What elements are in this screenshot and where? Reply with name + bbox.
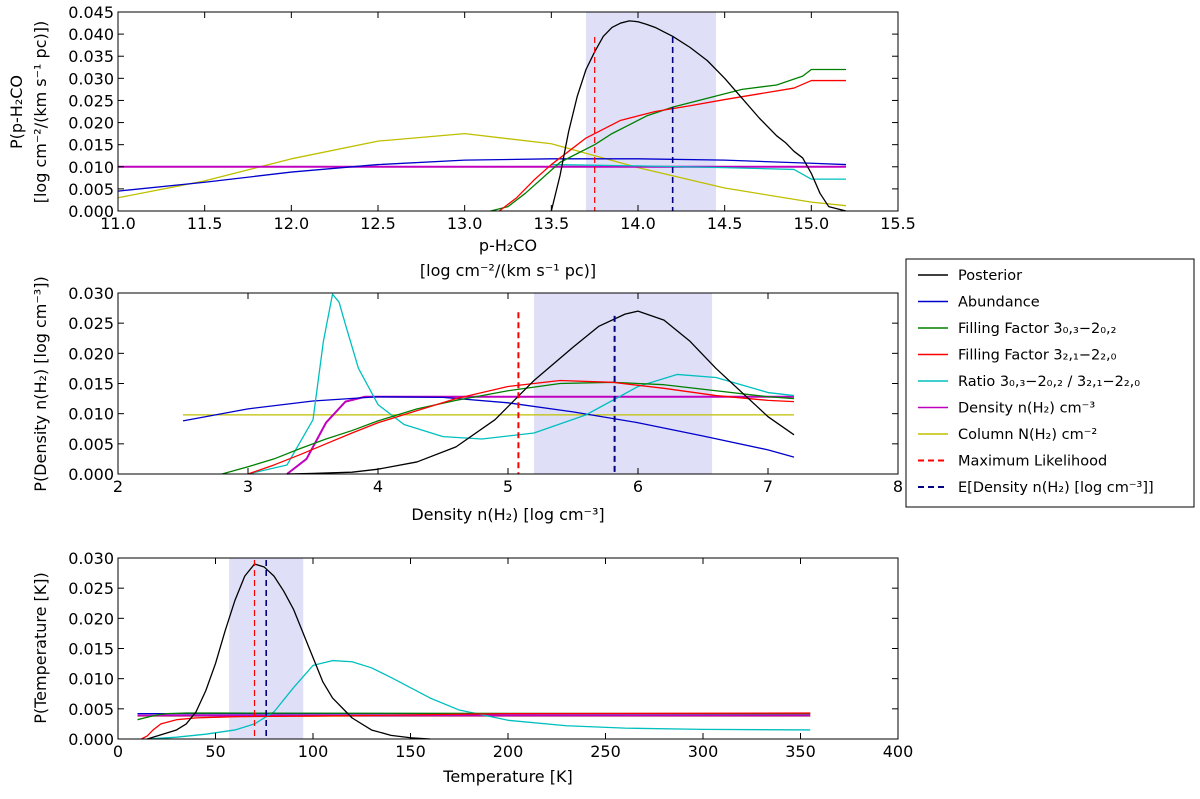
legend-label: Column N(H₂) cm⁻² — [958, 427, 1097, 443]
y-tick-label: 0.005 — [68, 435, 114, 454]
x-tick-label: 4 — [373, 477, 383, 496]
y-tick-label: 0.030 — [68, 69, 114, 88]
x-tick-label: 12.0 — [274, 214, 310, 233]
legend-label: Filling Factor 3₀,₃−2₀,₂ — [958, 321, 1116, 337]
y-tick-label: 0.025 — [68, 579, 114, 598]
legend-label: Maximum Likelihood — [958, 454, 1107, 470]
y-tick-label: 0.010 — [68, 670, 114, 689]
y-tick-label: 0.020 — [68, 114, 114, 133]
temperature-panel: 0 50 100 150 200 250 300 350 400 0.000 0.005 0.010 0… — [31, 549, 913, 786]
x-axis-label: p-H₂CO — [479, 236, 537, 255]
x-tick-label: 3 — [243, 477, 253, 496]
x-tick-label: 13.0 — [447, 214, 483, 233]
series-line-column — [117, 132, 847, 207]
x-tick-label: 15.0 — [794, 214, 830, 233]
x-tick-label: 12.5 — [360, 214, 396, 233]
x-tick-label: 200 — [493, 742, 524, 761]
y-tick-label: 0.010 — [68, 405, 114, 424]
legend: Posterior Abundance Filling Factor 3₀,₃−2₀… — [905, 258, 1195, 508]
x-axis-label-units: [log cm⁻²/(km s⁻¹ pc)] — [420, 261, 596, 280]
y-tick-label: 0.015 — [68, 640, 114, 659]
x-tick-label: 14.5 — [707, 214, 743, 233]
y-tick-label: 0.025 — [68, 91, 114, 110]
series-line-filling-factor-3-0-3-2-0-2 — [490, 68, 846, 212]
legend-label: Posterior — [958, 268, 1022, 284]
x-tick-label: 7 — [763, 477, 773, 496]
y-tick-label: 0.000 — [68, 465, 114, 484]
y-tick-label: 0.040 — [68, 25, 114, 44]
legend-label: Ratio 3₀,₃−2₀,₂ / 3₂,₁−2₂,₀ — [958, 374, 1140, 390]
y-tick-label: 0.020 — [68, 344, 114, 363]
series-line-abundance — [182, 396, 795, 458]
y-tick-label: 0.025 — [68, 314, 114, 333]
series-line-filling-factor-3-2-1-2-2-0 — [141, 712, 811, 740]
y-tick-label: 0.000 — [68, 202, 114, 221]
axes-frame — [117, 292, 899, 475]
y-axis-label: P(p-H₂CO — [7, 75, 26, 149]
x-axis-label: Temperature [K] — [442, 767, 572, 786]
series-line-filling-factor-3-0-3-2-0-2 — [137, 712, 811, 721]
x-tick-label: 14.0 — [620, 214, 656, 233]
y-tick-label: 0.045 — [68, 3, 114, 22]
x-tick-label: 11.0 — [100, 214, 136, 233]
series-line-abundance — [117, 158, 847, 192]
y-tick-label: 0.005 — [68, 700, 114, 719]
credible-interval-shade — [586, 12, 716, 211]
y-axis-label-units: [log cm⁻²/(km s⁻¹ pc)]) — [31, 21, 50, 204]
series-line-filling-factor-3-2-1-2-2-0 — [247, 379, 795, 475]
volume-density-panel: 2 3 4 5 6 7 8 0.000 0.005 0.010 0.015 0.020 0.025 0.0… — [31, 276, 903, 524]
x-tick-label: 150 — [395, 742, 426, 761]
x-tick-label: 6 — [633, 477, 643, 496]
x-tick-label: 100 — [298, 742, 329, 761]
series-line-posterior — [286, 310, 795, 475]
y-tick-label: 0.005 — [68, 180, 114, 199]
x-tick-label: 8 — [893, 477, 903, 496]
x-tick-label: 50 — [205, 742, 225, 761]
y-axis-label: P(Temperature [K]) — [31, 572, 50, 724]
column-density-panel: 11.0 11.5 12.0 12.5 13.0 13.5 14.0 14.5 15.0 15.5… — [7, 3, 916, 280]
x-tick-label: 400 — [883, 742, 914, 761]
y-tick-label: 0.010 — [68, 158, 114, 177]
credible-interval-shade — [229, 558, 304, 739]
legend-label: Density n(H₂) cm⁻³ — [958, 401, 1095, 417]
y-tick-label: 0.030 — [68, 284, 114, 303]
legend-label: Filling Factor 3₂,₁−2₂,₀ — [958, 348, 1117, 364]
y-axis-label: P(Density n(H₂) [log cm⁻³]) — [31, 276, 50, 491]
y-tick-label: 0.020 — [68, 609, 114, 628]
x-tick-label: 350 — [785, 742, 816, 761]
x-tick-label: 2 — [113, 477, 123, 496]
y-tick-label: 0.000 — [68, 730, 114, 749]
legend-box — [905, 258, 1195, 508]
y-tick-label: 0.015 — [68, 375, 114, 394]
x-tick-label: 250 — [590, 742, 621, 761]
x-tick-label: 13.5 — [534, 214, 570, 233]
series-line-ratio — [247, 293, 795, 475]
x-tick-label: 11.5 — [187, 214, 223, 233]
y-tick-label: 0.015 — [68, 136, 114, 155]
series-line-ratio — [147, 659, 811, 740]
series-line-ratio — [551, 163, 846, 180]
series-line-posterior — [147, 563, 431, 740]
x-tick-label: 300 — [688, 742, 719, 761]
series-line-posterior — [550, 20, 847, 212]
x-tick-label: 0 — [113, 742, 123, 761]
x-tick-label: 5 — [503, 477, 513, 496]
legend-label: Abundance — [958, 295, 1040, 311]
legend-label: E[Density n(H₂) [log cm⁻³]] — [958, 480, 1154, 496]
axes-frame — [117, 11, 899, 212]
y-tick-label: 0.035 — [68, 47, 114, 66]
x-tick-label: 15.5 — [880, 214, 916, 233]
y-tick-label: 0.030 — [68, 549, 114, 568]
series-line-filling-factor-3-2-1-2-2-0 — [498, 79, 846, 212]
x-axis-label: Density n(H₂) [log cm⁻³] — [411, 505, 604, 524]
